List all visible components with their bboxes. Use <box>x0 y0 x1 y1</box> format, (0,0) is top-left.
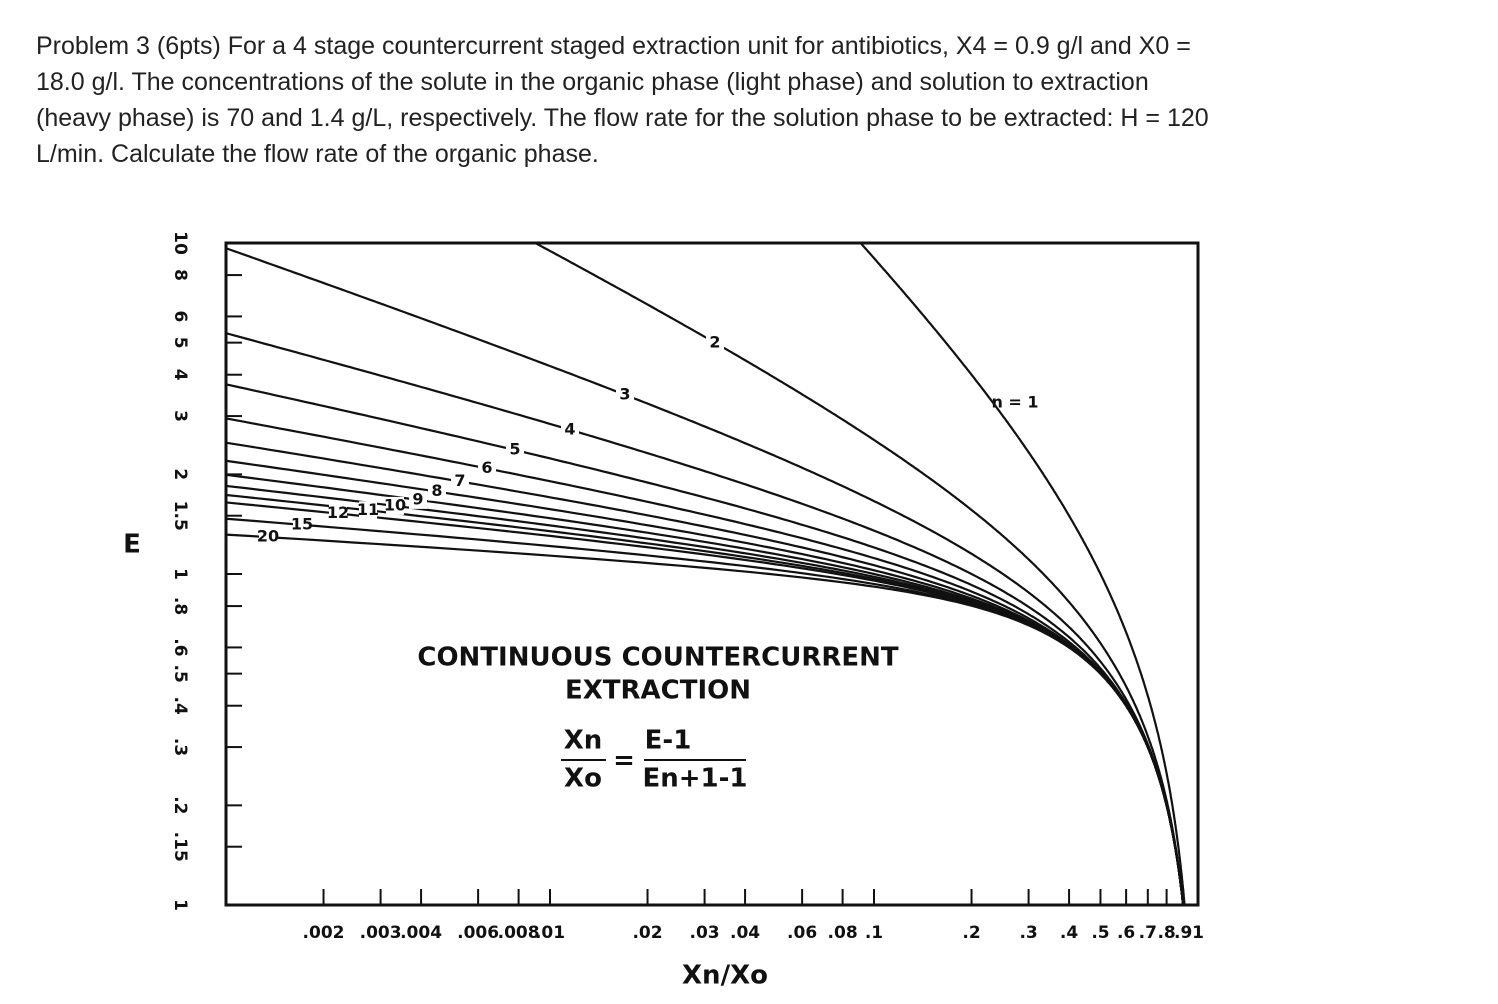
y-tick-label: 2 <box>170 468 190 480</box>
stage-curve <box>226 383 1185 905</box>
stage-curve <box>226 247 1185 905</box>
x-tick-label: 1 <box>1192 923 1204 943</box>
x-tick-label: .006 <box>457 923 499 943</box>
x-tick-label: .002 <box>303 923 345 943</box>
y-tick-label: 8 <box>170 269 190 281</box>
y-tick-label: 1 <box>170 899 190 911</box>
x-tick-label: .004 <box>400 923 442 943</box>
label-bg <box>386 496 404 515</box>
label-bg <box>478 459 496 478</box>
label-bg <box>409 490 427 509</box>
label-bg <box>428 482 446 501</box>
x-tick-label: .8 <box>1157 923 1175 943</box>
curve-label: 7 <box>454 471 465 490</box>
y-tick-label: .5 <box>170 664 190 682</box>
x-tick-label: .6 <box>1117 923 1135 943</box>
y-tick-label: .2 <box>170 796 190 814</box>
curve-label: 2 <box>709 332 720 351</box>
problem-line: L/min. Calculate the flow rate of the or… <box>36 140 599 168</box>
problem-line: 18.0 g/l. The concentrations of the solu… <box>36 68 1149 96</box>
y-tick-label: .3 <box>170 738 190 756</box>
curve-label: 12 <box>327 503 349 522</box>
y-tick-label: 3 <box>170 410 190 422</box>
curve-label: 9 <box>412 489 423 508</box>
curve-label: 3 <box>619 384 630 403</box>
label-bg <box>706 333 724 352</box>
label-bg <box>616 385 634 404</box>
x-tick-label: .7 <box>1139 923 1157 943</box>
y-tick-label: 6 <box>170 311 190 323</box>
x-tick-label: .03 <box>690 923 720 943</box>
x-tick-label: .08 <box>828 923 858 943</box>
problem-text: Problem 3 (6pts) For a 4 stage countercu… <box>36 28 1456 172</box>
label-bg <box>259 528 277 547</box>
label-bg <box>506 441 524 460</box>
stage-curve <box>859 243 1186 905</box>
curve-label: 6 <box>481 458 492 477</box>
equation-text: Xo <box>564 764 602 794</box>
x-tick-label: .1 <box>865 923 883 943</box>
x-tick-label: .008 <box>498 923 540 943</box>
curve-label: 15 <box>291 514 313 533</box>
label-bg <box>329 504 347 523</box>
y-tick-label: .6 <box>170 638 190 656</box>
x-tick-label: .06 <box>787 923 817 943</box>
y-tick-label: 1.5 <box>170 501 190 531</box>
label-bg <box>561 420 579 439</box>
x-tick-label: .01 <box>535 923 565 943</box>
y-axis-label: E <box>123 530 141 560</box>
chart-title: EXTRACTION <box>565 676 751 706</box>
curve-label: 10 <box>384 495 406 514</box>
x-tick-label: .5 <box>1091 923 1109 943</box>
y-tick-label: 1 <box>170 568 190 580</box>
x-tick-label: .003 <box>360 923 402 943</box>
x-tick-label: .04 <box>730 923 760 943</box>
curve-label: 11 <box>357 500 379 519</box>
equation-text: E-1 <box>645 726 692 756</box>
problem-line: Problem 3 (6pts) For a 4 stage countercu… <box>36 32 1191 60</box>
y-tick-label: .8 <box>170 597 190 615</box>
curves <box>226 243 1186 905</box>
y-tick-label: 10 <box>170 231 190 255</box>
y-tick-label: .4 <box>170 697 190 715</box>
chart-title: CONTINUOUS COUNTERCURRENT <box>417 643 899 673</box>
stage-curve <box>226 517 1185 905</box>
label-bg <box>359 501 377 520</box>
stage-curve <box>226 533 1185 905</box>
problem-line: (heavy phase) is 70 and 1.4 g/L, respect… <box>36 104 1209 132</box>
x-tick-label: .3 <box>1019 923 1037 943</box>
x-axis-label: Xn/Xo <box>682 961 768 991</box>
equation-text: En+1-1 <box>642 764 747 794</box>
y-tick-label: .15 <box>170 832 190 862</box>
equals-sign: = <box>613 746 635 776</box>
x-tick-label: .9 <box>1174 923 1192 943</box>
label-bg <box>451 472 469 491</box>
curve-label: 5 <box>509 440 520 459</box>
curve-label: 8 <box>431 481 442 500</box>
x-tick-label: .02 <box>632 923 662 943</box>
curve-label: n = 1 <box>991 392 1038 411</box>
curve-label: 4 <box>564 419 575 438</box>
x-tick-label: .2 <box>962 923 980 943</box>
x-tick-label: .4 <box>1060 923 1078 943</box>
label-bg <box>293 515 311 534</box>
y-tick-label: 5 <box>170 337 190 349</box>
curve-label: 20 <box>257 527 279 546</box>
equation-text: Xn <box>564 726 603 756</box>
y-tick-label: 4 <box>170 369 190 381</box>
